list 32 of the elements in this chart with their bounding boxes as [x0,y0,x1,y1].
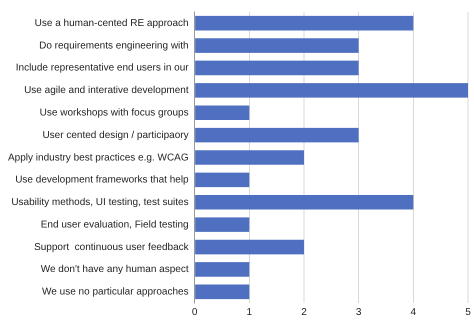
bar [195,217,250,232]
y-tick-label: Use a human-cented RE approach [34,18,189,29]
y-tick-label: Include representative end users in our [16,62,190,74]
y-tick-label: Do requirements engineering with [39,40,189,52]
y-tick-label: Use agile and interative development [24,85,189,96]
x-tick-label: 1 [246,306,253,318]
bar [195,262,250,277]
bar [195,83,468,98]
bar [195,105,250,120]
bar [195,38,359,53]
x-tick-label: 5 [465,306,472,318]
x-tick-label: 3 [356,306,362,318]
x-tick-label: 4 [410,306,417,318]
bar [195,284,250,300]
bar [195,128,359,142]
y-tick-label: User cented design / participaory [42,130,189,141]
y-tick-label: We use no particular approaches [42,286,189,298]
y-tick-label: Use development frameworks that help [15,174,190,186]
bar [195,240,304,254]
x-tick-label: 0 [192,306,198,318]
y-tick-label: Usability methods, UI testing, test suites [11,197,189,208]
bar [195,16,414,30]
bar [195,60,359,76]
bar [195,172,250,188]
y-tick-label: We don't have any human aspect [40,264,189,276]
bar [195,150,304,165]
x-tick-label: 2 [301,306,308,318]
y-tick-label: Use workshops with focus groups [40,107,189,118]
y-tick-label: Apply industry best practices e.g. WCAG [8,152,189,164]
bar [195,194,414,210]
y-tick-label: End user evaluation, Field testing [40,219,189,230]
y-tick-label: Support continuous user feedback [34,242,190,253]
